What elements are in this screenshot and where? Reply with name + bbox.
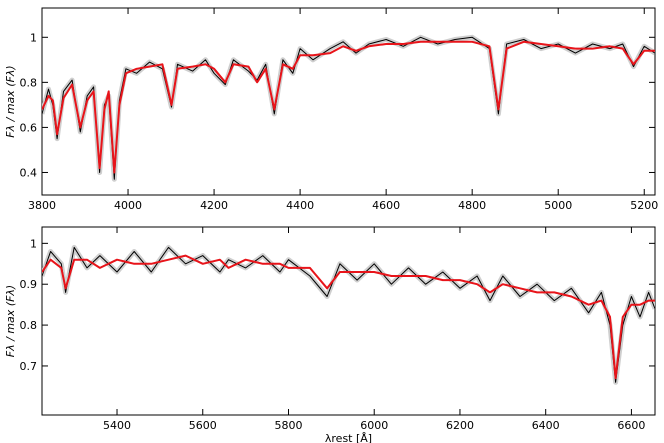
model-spectrum	[42, 254, 655, 380]
plot-frame	[41, 226, 656, 416]
observed-spectrum	[42, 246, 655, 383]
y-tick-label: 0.8	[20, 319, 38, 332]
x-tick-label: 4000	[114, 199, 142, 212]
x-tick-label: 6400	[532, 419, 560, 432]
x-tick-label: 5600	[189, 419, 217, 432]
x-tick-label: 6000	[360, 419, 388, 432]
error-band	[42, 34, 655, 182]
x-tick-label: 6600	[617, 419, 645, 432]
y-tick-label: 0.6	[20, 121, 38, 134]
x-axis-label: λrest [Å]	[325, 432, 372, 443]
x-tick-label: 6200	[446, 419, 474, 432]
x-tick-label: 5000	[544, 199, 572, 212]
x-tick-label: 5800	[274, 419, 302, 432]
x-tick-label: 5400	[103, 419, 131, 432]
x-tick-label: 4200	[200, 199, 228, 212]
y-axis-label: Fλ / max (Fλ)	[4, 285, 17, 357]
model-spectrum	[42, 40, 655, 174]
y-tick-label: 1	[30, 31, 37, 44]
y-axis-label: Fλ / max (Fλ)	[4, 65, 17, 137]
x-tick-label: 4600	[372, 199, 400, 212]
y-tick-label: 0.4	[20, 166, 38, 179]
plot-frame	[41, 7, 656, 196]
x-tick-label: 3800	[28, 199, 56, 212]
x-tick-label: 5200	[630, 199, 658, 212]
y-tick-label: 0.7	[20, 360, 38, 373]
y-tick-label: 1	[30, 237, 37, 250]
error-band	[42, 244, 655, 385]
y-tick-label: 0.8	[20, 76, 38, 89]
x-tick-label: 4400	[286, 199, 314, 212]
x-tick-label: 4800	[458, 199, 486, 212]
y-tick-label: 0.9	[20, 278, 38, 291]
observed-spectrum	[42, 36, 655, 180]
